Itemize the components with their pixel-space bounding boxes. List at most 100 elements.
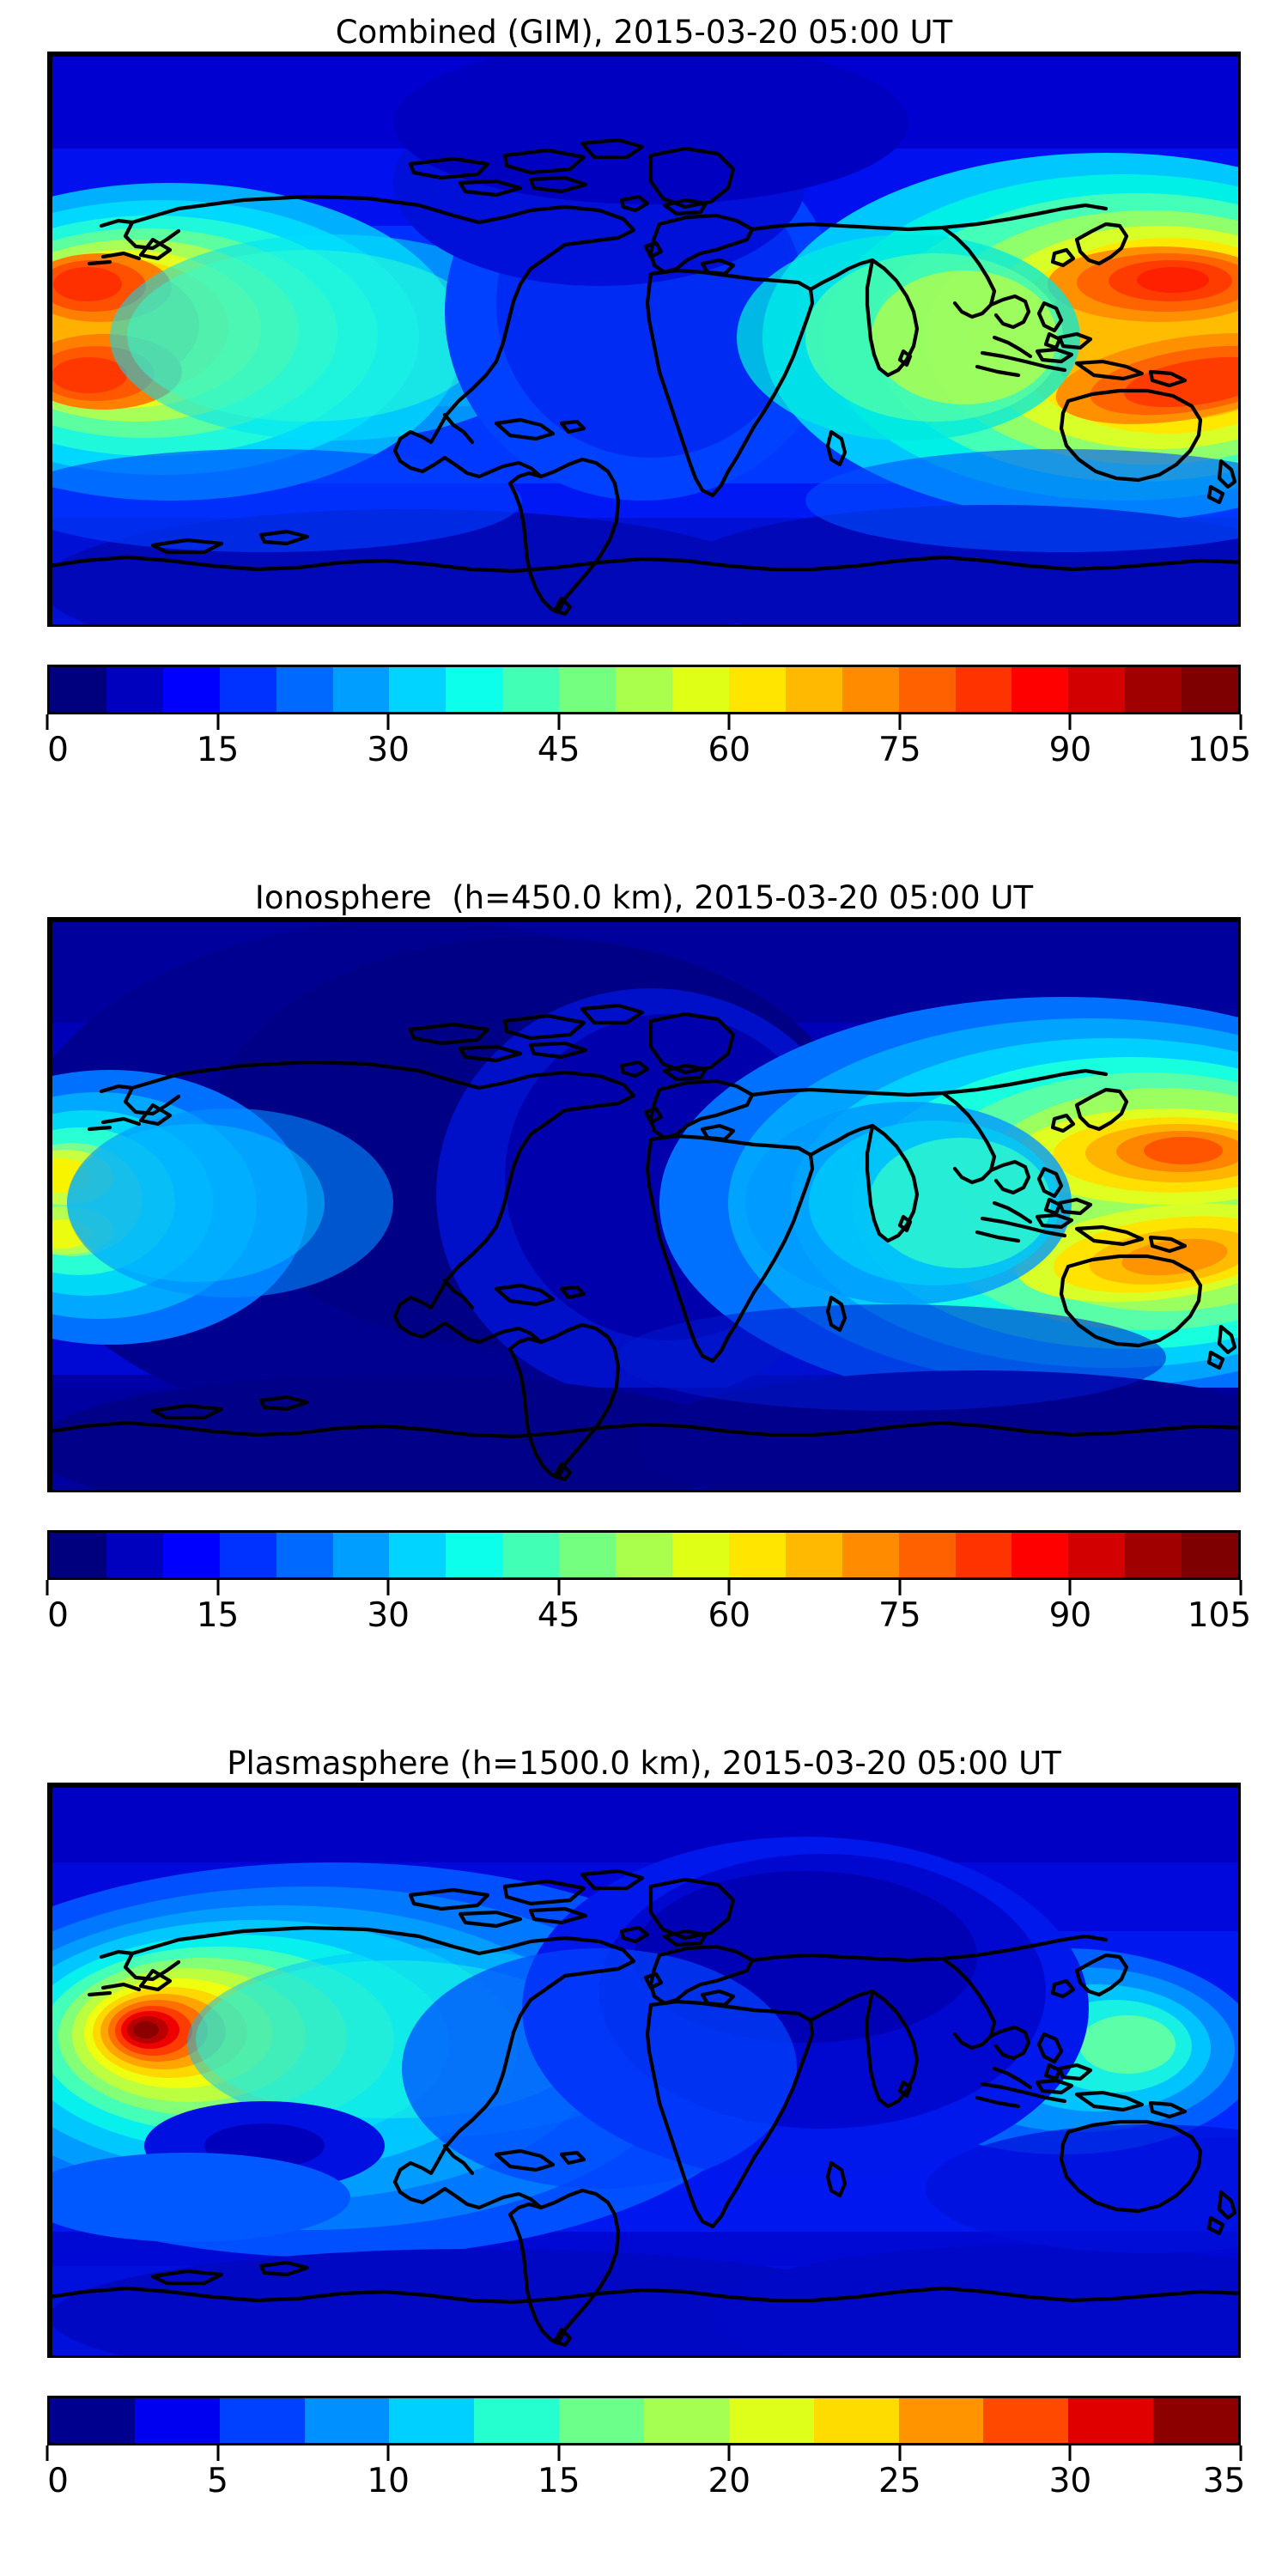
cbar-tick — [898, 714, 902, 730]
cbar-swatch — [616, 1533, 672, 1577]
cbar-tick-label: 75 — [878, 1596, 921, 1635]
colorbar-labels-plasmasphere: 0 5 10 15 20 25 30 35 — [47, 2461, 1245, 2504]
cbar-tick — [386, 2445, 390, 2461]
cbar-tick-label: 30 — [367, 731, 410, 769]
cbar-swatch — [1012, 1533, 1069, 1577]
cbar-tick-label: 90 — [1048, 1596, 1092, 1635]
cbar-swatch — [983, 2398, 1069, 2443]
cbar-tick — [216, 2445, 220, 2461]
cbar-swatch — [813, 2398, 899, 2443]
cbar-swatch — [219, 667, 276, 712]
cbar-swatch — [332, 667, 390, 712]
colorbar-combined[interactable] — [47, 665, 1241, 714]
cbar-swatch — [219, 2398, 305, 2443]
cbar-tick-label: 105 — [1187, 1596, 1252, 1635]
cbar-swatch — [219, 1533, 276, 1577]
cbar-tick-label: 75 — [878, 731, 921, 769]
map-ionosphere-450km[interactable] — [47, 917, 1241, 1492]
map-wrap-ionosphere — [47, 917, 1241, 1492]
cbar-tick-label: 60 — [708, 1596, 751, 1635]
cbar-tick-label: 35 — [1202, 2462, 1246, 2500]
map-wrap-plasmasphere — [47, 1783, 1241, 2358]
cbar-tick — [386, 714, 390, 730]
panel-combined-gim: Combined (GIM), 2015-03-20 05:00 UT — [0, 14, 1288, 773]
coastlines — [50, 137, 1238, 617]
cbar-tick — [216, 1580, 220, 1595]
cbar-swatch — [616, 667, 672, 712]
cbar-swatch — [1182, 667, 1238, 712]
colorbar-plasmasphere[interactable] — [47, 2396, 1241, 2445]
cbar-swatch — [1125, 667, 1182, 712]
cbar-tick-label: 15 — [196, 1596, 240, 1635]
cbar-tick — [386, 1580, 390, 1595]
cbar-swatch — [559, 1533, 617, 1577]
colorbar-labels-combined: 0 15 30 45 60 75 90 105 — [47, 730, 1251, 773]
cbar-swatch — [50, 2398, 135, 2443]
cbar-tick-label: 20 — [708, 2462, 751, 2500]
cbar-tick-label: 105 — [1187, 731, 1252, 769]
colorbar-ionosphere[interactable] — [47, 1530, 1241, 1580]
cbar-tick-label: 0 — [47, 2462, 69, 2500]
cbar-swatch — [841, 1533, 899, 1577]
cbar-tick — [46, 1580, 49, 1595]
cbar-tick — [557, 2445, 561, 2461]
cbar-swatch — [162, 667, 220, 712]
cbar-tick — [216, 714, 220, 730]
cbar-swatch — [446, 667, 503, 712]
cbar-tick-label: 15 — [196, 731, 240, 769]
cbar-swatch — [502, 1533, 560, 1577]
cbar-swatch — [1125, 1533, 1182, 1577]
cbar-swatch — [898, 2398, 984, 2443]
cbar-tick — [898, 2445, 902, 2461]
cbar-tick — [727, 1580, 731, 1595]
cbar-swatch — [559, 2398, 645, 2443]
colorbar-ticks-combined — [46, 714, 1242, 730]
colorbar-wrap-combined: 0 15 30 45 60 75 90 105 — [46, 665, 1251, 773]
cbar-swatch — [1153, 2398, 1238, 2443]
panel-title-plasmasphere: Plasmasphere (h=1500.0 km), 2015-03-20 0… — [227, 1745, 1061, 1782]
map-svg-plasmasphere — [50, 1785, 1238, 2355]
panel-title-combined: Combined (GIM), 2015-03-20 05:00 UT — [335, 14, 953, 51]
cbar-tick-label: 45 — [537, 1596, 580, 1635]
cbar-tick — [898, 1580, 902, 1595]
map-plasmasphere-1500km[interactable] — [47, 1783, 1241, 2358]
cbar-swatch — [446, 1533, 503, 1577]
cbar-tick — [557, 714, 561, 730]
cbar-tick — [46, 2445, 49, 2461]
panel-plasmasphere: Plasmasphere (h=1500.0 km), 2015-03-20 0… — [0, 1745, 1288, 2504]
cbar-swatch — [785, 667, 842, 712]
cbar-swatch — [898, 1533, 956, 1577]
cbar-swatch — [671, 1533, 729, 1577]
cbar-swatch — [841, 667, 899, 712]
cbar-swatch — [955, 667, 1012, 712]
cbar-swatch — [389, 1533, 447, 1577]
colorbar-wrap-plasmasphere: 0 5 10 15 20 25 30 35 — [46, 2396, 1245, 2504]
cbar-swatch — [898, 667, 956, 712]
cbar-swatch — [276, 667, 333, 712]
map-svg-ionosphere — [50, 920, 1238, 1490]
map-combined-gim[interactable] — [47, 52, 1241, 627]
cbar-swatch — [502, 667, 560, 712]
cbar-swatch — [955, 1533, 1012, 1577]
cbar-swatch — [134, 2398, 220, 2443]
cbar-tick — [1239, 714, 1242, 730]
panel-title-ionosphere: Ionosphere (h=450.0 km), 2015-03-20 05:0… — [254, 879, 1034, 916]
cbar-tick-label: 5 — [207, 2462, 228, 2500]
cbar-tick — [1068, 2445, 1072, 2461]
cbar-tick-label: 0 — [47, 1596, 69, 1635]
colorbar-ticks-plasmasphere — [46, 2445, 1242, 2461]
cbar-swatch — [389, 667, 447, 712]
cbar-swatch — [644, 2398, 729, 2443]
cbar-swatch — [50, 1533, 106, 1577]
cbar-swatch — [50, 667, 106, 712]
cbar-swatch — [106, 1533, 163, 1577]
coastlines — [50, 1003, 1238, 1482]
cbar-swatch — [474, 2398, 560, 2443]
cbar-tick-label: 90 — [1048, 731, 1092, 769]
colorbar-ticks-ionosphere — [46, 1580, 1242, 1595]
cbar-swatch — [1068, 667, 1126, 712]
cbar-swatch — [728, 1533, 786, 1577]
cbar-swatch — [1182, 1533, 1238, 1577]
cbar-swatch — [389, 2398, 475, 2443]
cbar-tick-label: 10 — [367, 2462, 410, 2500]
